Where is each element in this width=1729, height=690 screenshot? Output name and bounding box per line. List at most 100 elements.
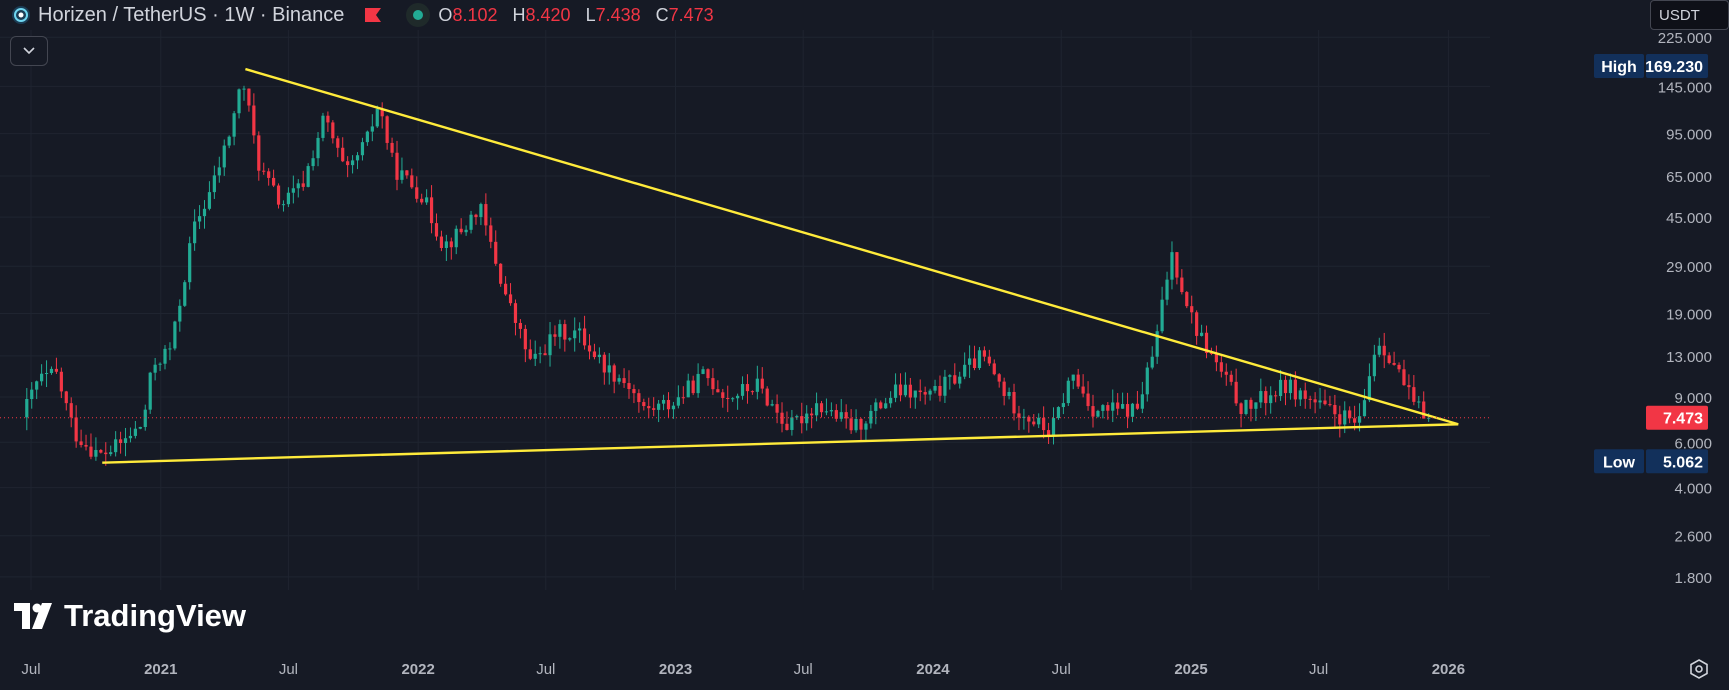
candle-body (1096, 410, 1100, 417)
candle-body (711, 378, 715, 390)
low-badge-label-box (1594, 449, 1644, 474)
candle-body (272, 177, 276, 186)
candle-body (987, 356, 991, 364)
settings-button[interactable] (1686, 656, 1712, 682)
candle-body (74, 417, 78, 442)
candle-body (928, 390, 932, 395)
candle-body (1234, 381, 1238, 404)
candle-body (247, 88, 251, 106)
candle-body (765, 388, 769, 406)
candle-body (469, 214, 473, 230)
candle-body (464, 229, 468, 233)
candle-body (331, 122, 335, 139)
candle-body (528, 349, 532, 359)
candle-body (740, 384, 745, 396)
price-tick-label: 1.800 (1674, 570, 1712, 587)
candle-body (148, 372, 152, 410)
candle-body (1170, 252, 1174, 280)
candle-body (879, 402, 883, 409)
candle-body (1348, 410, 1352, 419)
market-status-icon[interactable] (406, 3, 431, 27)
candle-body (311, 158, 315, 167)
candle-body (503, 283, 508, 295)
candle-body (1407, 385, 1411, 388)
candle-body (30, 389, 34, 399)
tradingview-logo[interactable]: TradingView (14, 598, 246, 634)
time-tick-label: Jul (279, 661, 298, 678)
candle-body (735, 395, 740, 399)
high-badge-label-box (1594, 53, 1644, 78)
candle-body (489, 225, 493, 242)
flag-icon[interactable] (364, 7, 384, 23)
candle-body (380, 108, 384, 117)
collapse-legend-button[interactable] (10, 36, 48, 66)
candle-body (691, 380, 695, 394)
tradingview-logo-icon (14, 603, 52, 629)
candle-body (1002, 381, 1006, 396)
candle-body (128, 435, 133, 439)
candle-body (1353, 418, 1357, 423)
candle-body (114, 439, 118, 453)
candle-body (217, 167, 221, 176)
candle-body (40, 373, 44, 382)
candle-body (523, 328, 527, 350)
candle-body (612, 365, 616, 382)
candle-body (1125, 404, 1130, 417)
candle-body (1155, 331, 1159, 357)
candle-body (79, 441, 83, 445)
candle-body (657, 403, 661, 410)
candle-body (99, 449, 103, 453)
candle-body (676, 397, 680, 406)
currency-button[interactable]: USDT (1650, 0, 1729, 30)
candle-body (1051, 418, 1056, 436)
price-tick-label: 9.000 (1674, 390, 1712, 407)
candle-body (1318, 400, 1322, 403)
candle-body (1042, 417, 1046, 431)
candle-body (25, 398, 29, 418)
candle-body (1224, 371, 1228, 375)
candle-body (642, 402, 646, 407)
candle-body (49, 368, 54, 374)
candle-body (518, 322, 523, 329)
candle-body (1121, 404, 1125, 409)
time-tick-label: Jul (1309, 661, 1328, 678)
candle-body (1027, 416, 1031, 422)
candle-body (938, 385, 942, 396)
candle-body (869, 410, 873, 424)
time-tick-label: 2025 (1174, 661, 1207, 678)
candle-body (123, 438, 128, 444)
candle-body (69, 403, 73, 418)
candle-body (104, 452, 108, 455)
candle-body (375, 108, 379, 127)
candle-body (958, 376, 962, 384)
candle-body (1032, 421, 1036, 425)
candle-body (948, 375, 952, 377)
candle-body (1274, 395, 1278, 397)
candle-body (449, 241, 453, 248)
candle-body (1283, 379, 1288, 394)
candle-body (918, 390, 922, 393)
candle-body (1328, 404, 1332, 406)
candle-body (276, 185, 281, 205)
high-badge-label: High (1601, 59, 1637, 76)
chevron-down-icon (23, 47, 35, 55)
candle-body (686, 380, 690, 398)
candle-body (607, 365, 611, 373)
time-tick-label: Jul (21, 661, 40, 678)
time-axis[interactable]: Jul 2021 Jul 2022 Jul 2023 Jul 2024 Jul 2025 Jul 20… (21, 661, 1465, 678)
candle-body (1402, 369, 1406, 386)
candle-body (1264, 391, 1268, 404)
time-tick-label: Jul (794, 661, 813, 678)
candle-body (415, 187, 419, 199)
candle-body (484, 204, 488, 226)
candle-body (202, 208, 207, 217)
price-axis[interactable]: 225.000 145.000 95.000 65.000 45.000 29.000 19… (1658, 30, 1712, 587)
high-badge-value-box (1646, 53, 1708, 78)
candle-body (420, 198, 424, 203)
symbol-title[interactable]: Horizen / TetherUS · 1W · Binance (38, 3, 345, 26)
candle-body (252, 105, 256, 136)
candle-body (434, 223, 439, 237)
candle-body (898, 384, 903, 396)
candle-body (587, 345, 592, 352)
